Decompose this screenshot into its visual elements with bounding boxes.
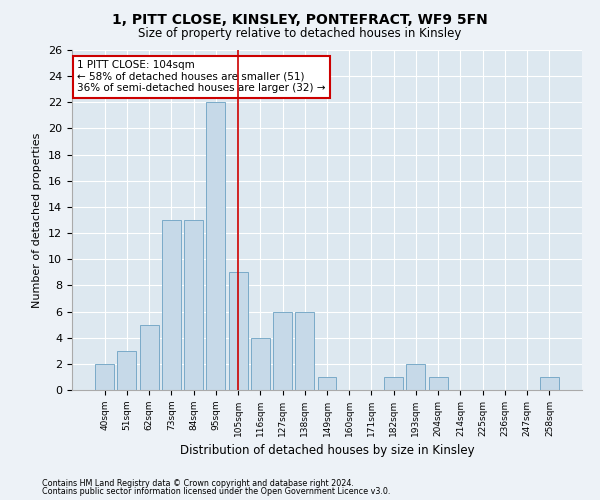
Bar bbox=[95, 364, 114, 390]
Text: Size of property relative to detached houses in Kinsley: Size of property relative to detached ho… bbox=[139, 28, 461, 40]
Bar bbox=[295, 312, 314, 390]
Bar bbox=[384, 377, 403, 390]
X-axis label: Distribution of detached houses by size in Kinsley: Distribution of detached houses by size … bbox=[179, 444, 475, 458]
Bar bbox=[162, 220, 181, 390]
Bar bbox=[429, 377, 448, 390]
Bar bbox=[184, 220, 203, 390]
Bar bbox=[140, 324, 158, 390]
Bar bbox=[406, 364, 425, 390]
Bar bbox=[229, 272, 248, 390]
Bar bbox=[118, 351, 136, 390]
Bar bbox=[317, 377, 337, 390]
Bar bbox=[273, 312, 292, 390]
Text: 1 PITT CLOSE: 104sqm
← 58% of detached houses are smaller (51)
36% of semi-detac: 1 PITT CLOSE: 104sqm ← 58% of detached h… bbox=[77, 60, 326, 94]
Bar bbox=[251, 338, 270, 390]
Y-axis label: Number of detached properties: Number of detached properties bbox=[32, 132, 43, 308]
Text: 1, PITT CLOSE, KINSLEY, PONTEFRACT, WF9 5FN: 1, PITT CLOSE, KINSLEY, PONTEFRACT, WF9 … bbox=[112, 12, 488, 26]
Text: Contains HM Land Registry data © Crown copyright and database right 2024.: Contains HM Land Registry data © Crown c… bbox=[42, 478, 354, 488]
Text: Contains public sector information licensed under the Open Government Licence v3: Contains public sector information licen… bbox=[42, 487, 391, 496]
Bar bbox=[540, 377, 559, 390]
Bar bbox=[206, 102, 225, 390]
